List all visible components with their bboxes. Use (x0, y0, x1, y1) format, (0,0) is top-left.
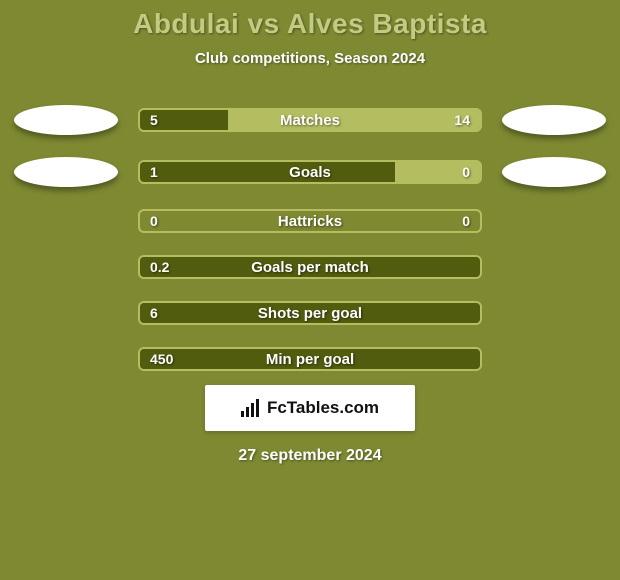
stat-value-left: 0 (150, 211, 158, 231)
stat-bar-track: 6Shots per goal (138, 301, 482, 325)
chart-icon (241, 399, 261, 417)
player-avatar-left (14, 157, 118, 187)
stat-value-right: 0 (462, 162, 470, 182)
stat-row: 0.2Goals per match (0, 255, 620, 279)
stat-row: 0 0Hattricks (0, 209, 620, 233)
stat-bar-track: 0 0Hattricks (138, 209, 482, 233)
stat-bar-left (140, 349, 480, 369)
stat-row: 450Min per goal (0, 347, 620, 371)
player-avatar-right (502, 157, 606, 187)
stat-value-left: 1 (150, 162, 158, 182)
comparison-infographic: Abdulai vs Alves Baptista Club competiti… (0, 0, 620, 580)
stat-bar-right (228, 110, 480, 130)
stat-row: 10Goals (0, 157, 620, 187)
stat-bar-track: 514Matches (138, 108, 482, 132)
stat-bar-track: 450Min per goal (138, 347, 482, 371)
player-avatar-left (14, 105, 118, 135)
player-avatar-right (502, 105, 606, 135)
stat-bar-track: 0.2Goals per match (138, 255, 482, 279)
stat-bar-track: 10Goals (138, 160, 482, 184)
stat-row: 6Shots per goal (0, 301, 620, 325)
footer-date: 27 september 2024 (0, 447, 620, 465)
stat-label: Hattricks (140, 211, 480, 231)
stat-row: 514Matches (0, 105, 620, 135)
branding-text: FcTables.com (267, 398, 379, 418)
stat-value-right: 0 (462, 211, 470, 231)
stat-bar-left (140, 257, 480, 277)
branding-badge: FcTables.com (205, 385, 415, 431)
stat-value-left: 450 (150, 349, 173, 369)
stat-bar-left (140, 303, 480, 323)
stat-rows: 514Matches10Goals00Hattricks0.2Goals per… (0, 105, 620, 371)
stat-bar-left (140, 162, 395, 182)
page-title: Abdulai vs Alves Baptista (0, 0, 620, 40)
page-subtitle: Club competitions, Season 2024 (0, 50, 620, 67)
stat-value-left: 0.2 (150, 257, 169, 277)
stat-value-right: 14 (454, 110, 470, 130)
stat-value-left: 6 (150, 303, 158, 323)
stat-value-left: 5 (150, 110, 158, 130)
